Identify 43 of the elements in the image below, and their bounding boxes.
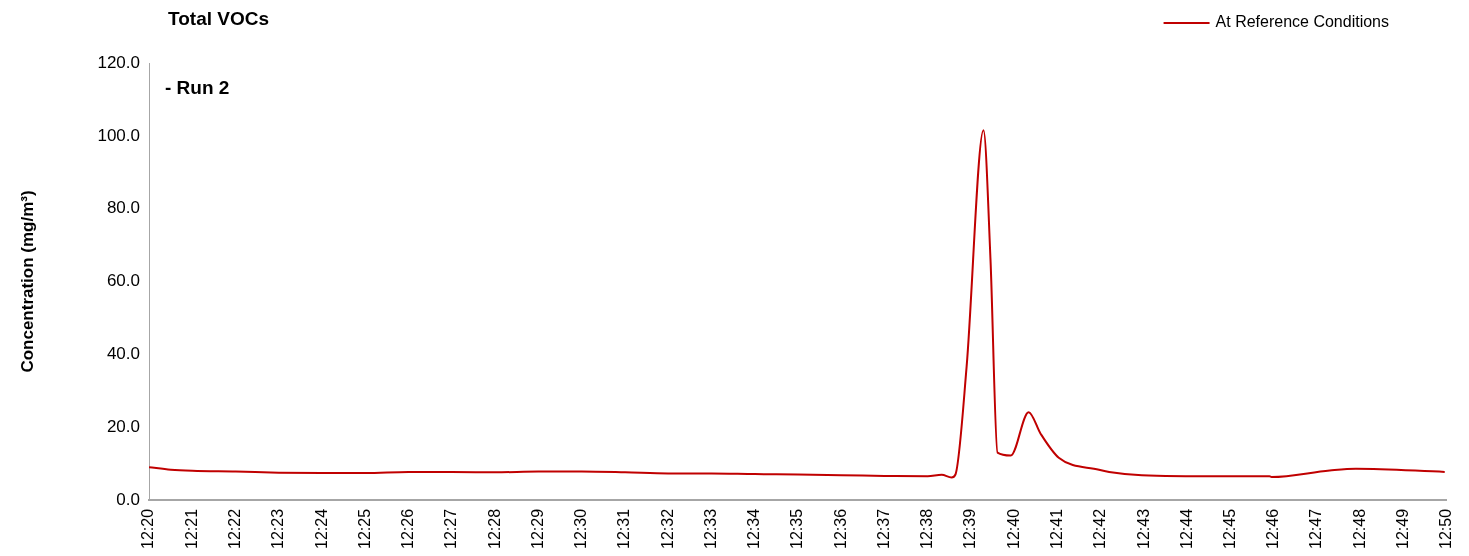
x-tick-label: 12:35 (788, 508, 806, 550)
x-tick-label: 12:20 (139, 508, 157, 550)
x-tick-label: 12:22 (226, 508, 244, 550)
x-tick-label: 12:23 (269, 508, 287, 550)
x-tick-label: 12:46 (1264, 508, 1282, 550)
annotation: - Run 2 (165, 77, 230, 99)
y-axis-title: Concentration (mg/m³) (17, 190, 37, 373)
x-tick-label: 12:40 (1004, 508, 1022, 550)
chart-title: Total VOCs (168, 8, 269, 30)
x-tick-label: 12:26 (398, 508, 416, 550)
y-tick-label: 40.0 (106, 343, 140, 363)
x-tick-label: 12:50 (1437, 508, 1455, 550)
x-tick-label: 12:34 (745, 508, 763, 550)
y-tick-label: 80.0 (106, 198, 140, 218)
y-tick-label: 0.0 (116, 489, 140, 509)
x-tick-label: 12:32 (658, 508, 676, 550)
y-tick-label: 100.0 (97, 125, 140, 145)
line-series (149, 129, 1446, 479)
y-tick-label: 120.0 (97, 52, 140, 72)
x-tick-label: 12:36 (831, 508, 849, 550)
x-tick-label: 12:41 (1047, 508, 1065, 550)
x-tick-label: 12:39 (961, 508, 979, 550)
x-tick-label: 12:47 (1307, 508, 1325, 550)
x-tick-label: 12:44 (1177, 508, 1195, 550)
x-tick-label: 12:49 (1394, 508, 1412, 550)
x-tick-label: 12:24 (312, 508, 330, 550)
legend-label: At Reference Conditions (1215, 13, 1390, 31)
x-tick-label: 12:28 (485, 508, 503, 550)
x-tick-label: 12:48 (1350, 508, 1368, 550)
x-tick-label: 12:31 (615, 508, 633, 550)
x-tick-label: 12:42 (1091, 508, 1109, 550)
x-tick-label: 12:33 (701, 508, 719, 550)
x-tick-label: 12:45 (1220, 508, 1238, 550)
x-tick-label: 12:30 (572, 508, 590, 550)
y-tick-label: 20.0 (106, 416, 140, 436)
x-tick-label: 12:29 (528, 508, 546, 550)
x-tick-label: 12:27 (442, 508, 460, 550)
x-tick-label: 12:21 (182, 508, 200, 550)
x-tick-label: 12:43 (1134, 508, 1152, 550)
x-tick-label: 12:25 (355, 508, 373, 550)
x-tick-label: 12:37 (875, 508, 892, 550)
x-tick-label: 12:38 (918, 508, 936, 550)
y-tick-label: 60.0 (106, 271, 140, 291)
